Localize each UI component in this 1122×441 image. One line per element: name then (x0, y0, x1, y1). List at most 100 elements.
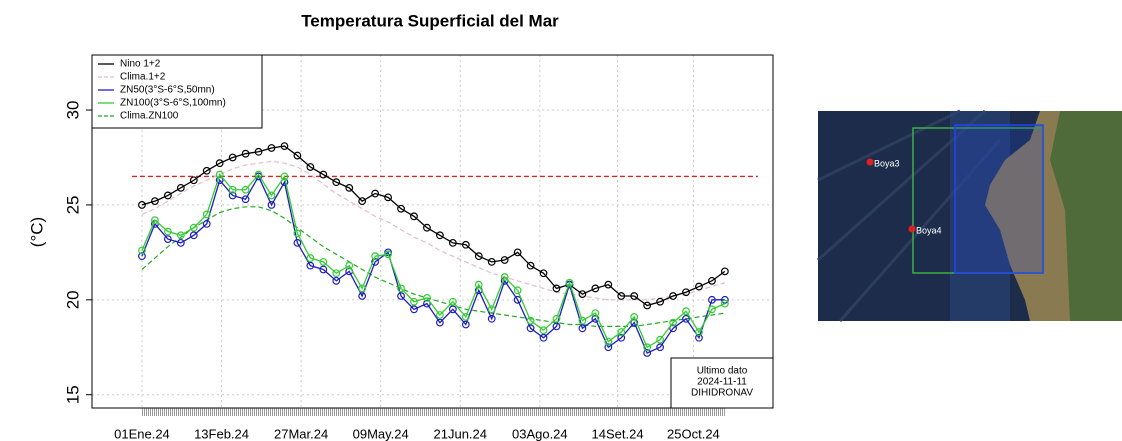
point (280, 142, 289, 150)
point (176, 183, 185, 192)
point (461, 313, 470, 321)
point (410, 297, 418, 306)
point (656, 343, 665, 352)
point (138, 201, 146, 209)
point (669, 292, 677, 300)
point (410, 212, 418, 221)
point (552, 284, 561, 293)
point (591, 309, 600, 318)
point (578, 324, 587, 333)
point (526, 261, 535, 270)
point (604, 337, 613, 346)
point (630, 318, 639, 327)
map-ridge (817, 109, 1002, 322)
point (682, 314, 690, 323)
point (578, 316, 587, 325)
point (215, 176, 224, 185)
point (526, 324, 535, 333)
series-line (141, 173, 726, 349)
point (215, 159, 224, 168)
legend-label: Nino 1+2 (120, 59, 161, 70)
point (461, 240, 470, 249)
point (617, 333, 626, 342)
point (682, 288, 690, 297)
point (397, 292, 405, 300)
point (293, 151, 302, 160)
point (552, 322, 561, 331)
point (630, 292, 639, 300)
point (319, 170, 328, 179)
point (448, 238, 457, 247)
point (189, 231, 198, 240)
point (500, 256, 509, 264)
point (656, 335, 665, 344)
point (306, 261, 315, 270)
y-tick-label: 20 (63, 290, 82, 309)
point (384, 193, 392, 202)
point (293, 238, 302, 247)
point (720, 299, 729, 308)
point (474, 280, 483, 289)
point (539, 333, 548, 342)
legend-label: ZN100(3°S-6°S,100mn) (120, 98, 226, 109)
point (151, 216, 159, 225)
point (319, 265, 328, 274)
point (669, 324, 677, 333)
point (708, 276, 716, 285)
point (423, 299, 431, 308)
point (397, 284, 405, 293)
y-axis-label: (°C) (27, 217, 46, 247)
annotation: 2024-11-11 (697, 377, 747, 388)
x-tick-label: 21Jun.24 (434, 426, 488, 441)
point (669, 318, 677, 327)
point (371, 189, 380, 198)
chart: Temperatura Superficial del Mar (°C) 15 2… (27, 11, 774, 441)
point (267, 201, 276, 209)
x-tick-label: 01Ene.24 (114, 426, 170, 441)
point (617, 328, 626, 336)
series-line (141, 160, 726, 301)
point (500, 273, 509, 281)
point (423, 223, 431, 232)
point (643, 343, 652, 352)
legend-box (91, 54, 263, 129)
point (474, 252, 483, 261)
point (241, 149, 250, 158)
point (695, 333, 703, 342)
point (436, 311, 444, 319)
point (682, 307, 690, 316)
point (708, 305, 716, 314)
map-zone-50 (954, 124, 1044, 274)
point (202, 210, 211, 219)
legend-label: Clima.ZN100 (120, 111, 179, 122)
point (189, 223, 198, 232)
point (189, 176, 198, 185)
point (371, 257, 380, 266)
point (487, 305, 496, 314)
y-tick-label: 30 (63, 101, 82, 120)
x-tick-label: 27Mar.24 (274, 426, 328, 441)
point (643, 301, 652, 310)
point (306, 163, 315, 171)
point (708, 295, 716, 304)
point (163, 235, 172, 243)
series-line (141, 206, 725, 327)
buoy-marker (866, 158, 874, 166)
buoy-marker (908, 225, 916, 233)
point (513, 286, 522, 295)
point (384, 250, 392, 259)
point (228, 185, 237, 194)
point (267, 191, 276, 200)
buoy-label: Boya3 (874, 158, 900, 168)
plot-frame (91, 54, 774, 409)
point (656, 297, 665, 306)
point (604, 343, 613, 352)
map-ocean (818, 111, 1122, 321)
point (448, 297, 457, 306)
x-tick-label: 13Feb.24 (194, 426, 249, 441)
point (254, 147, 263, 156)
point (397, 204, 405, 213)
point (138, 252, 146, 261)
point (552, 314, 561, 323)
point (720, 267, 729, 276)
